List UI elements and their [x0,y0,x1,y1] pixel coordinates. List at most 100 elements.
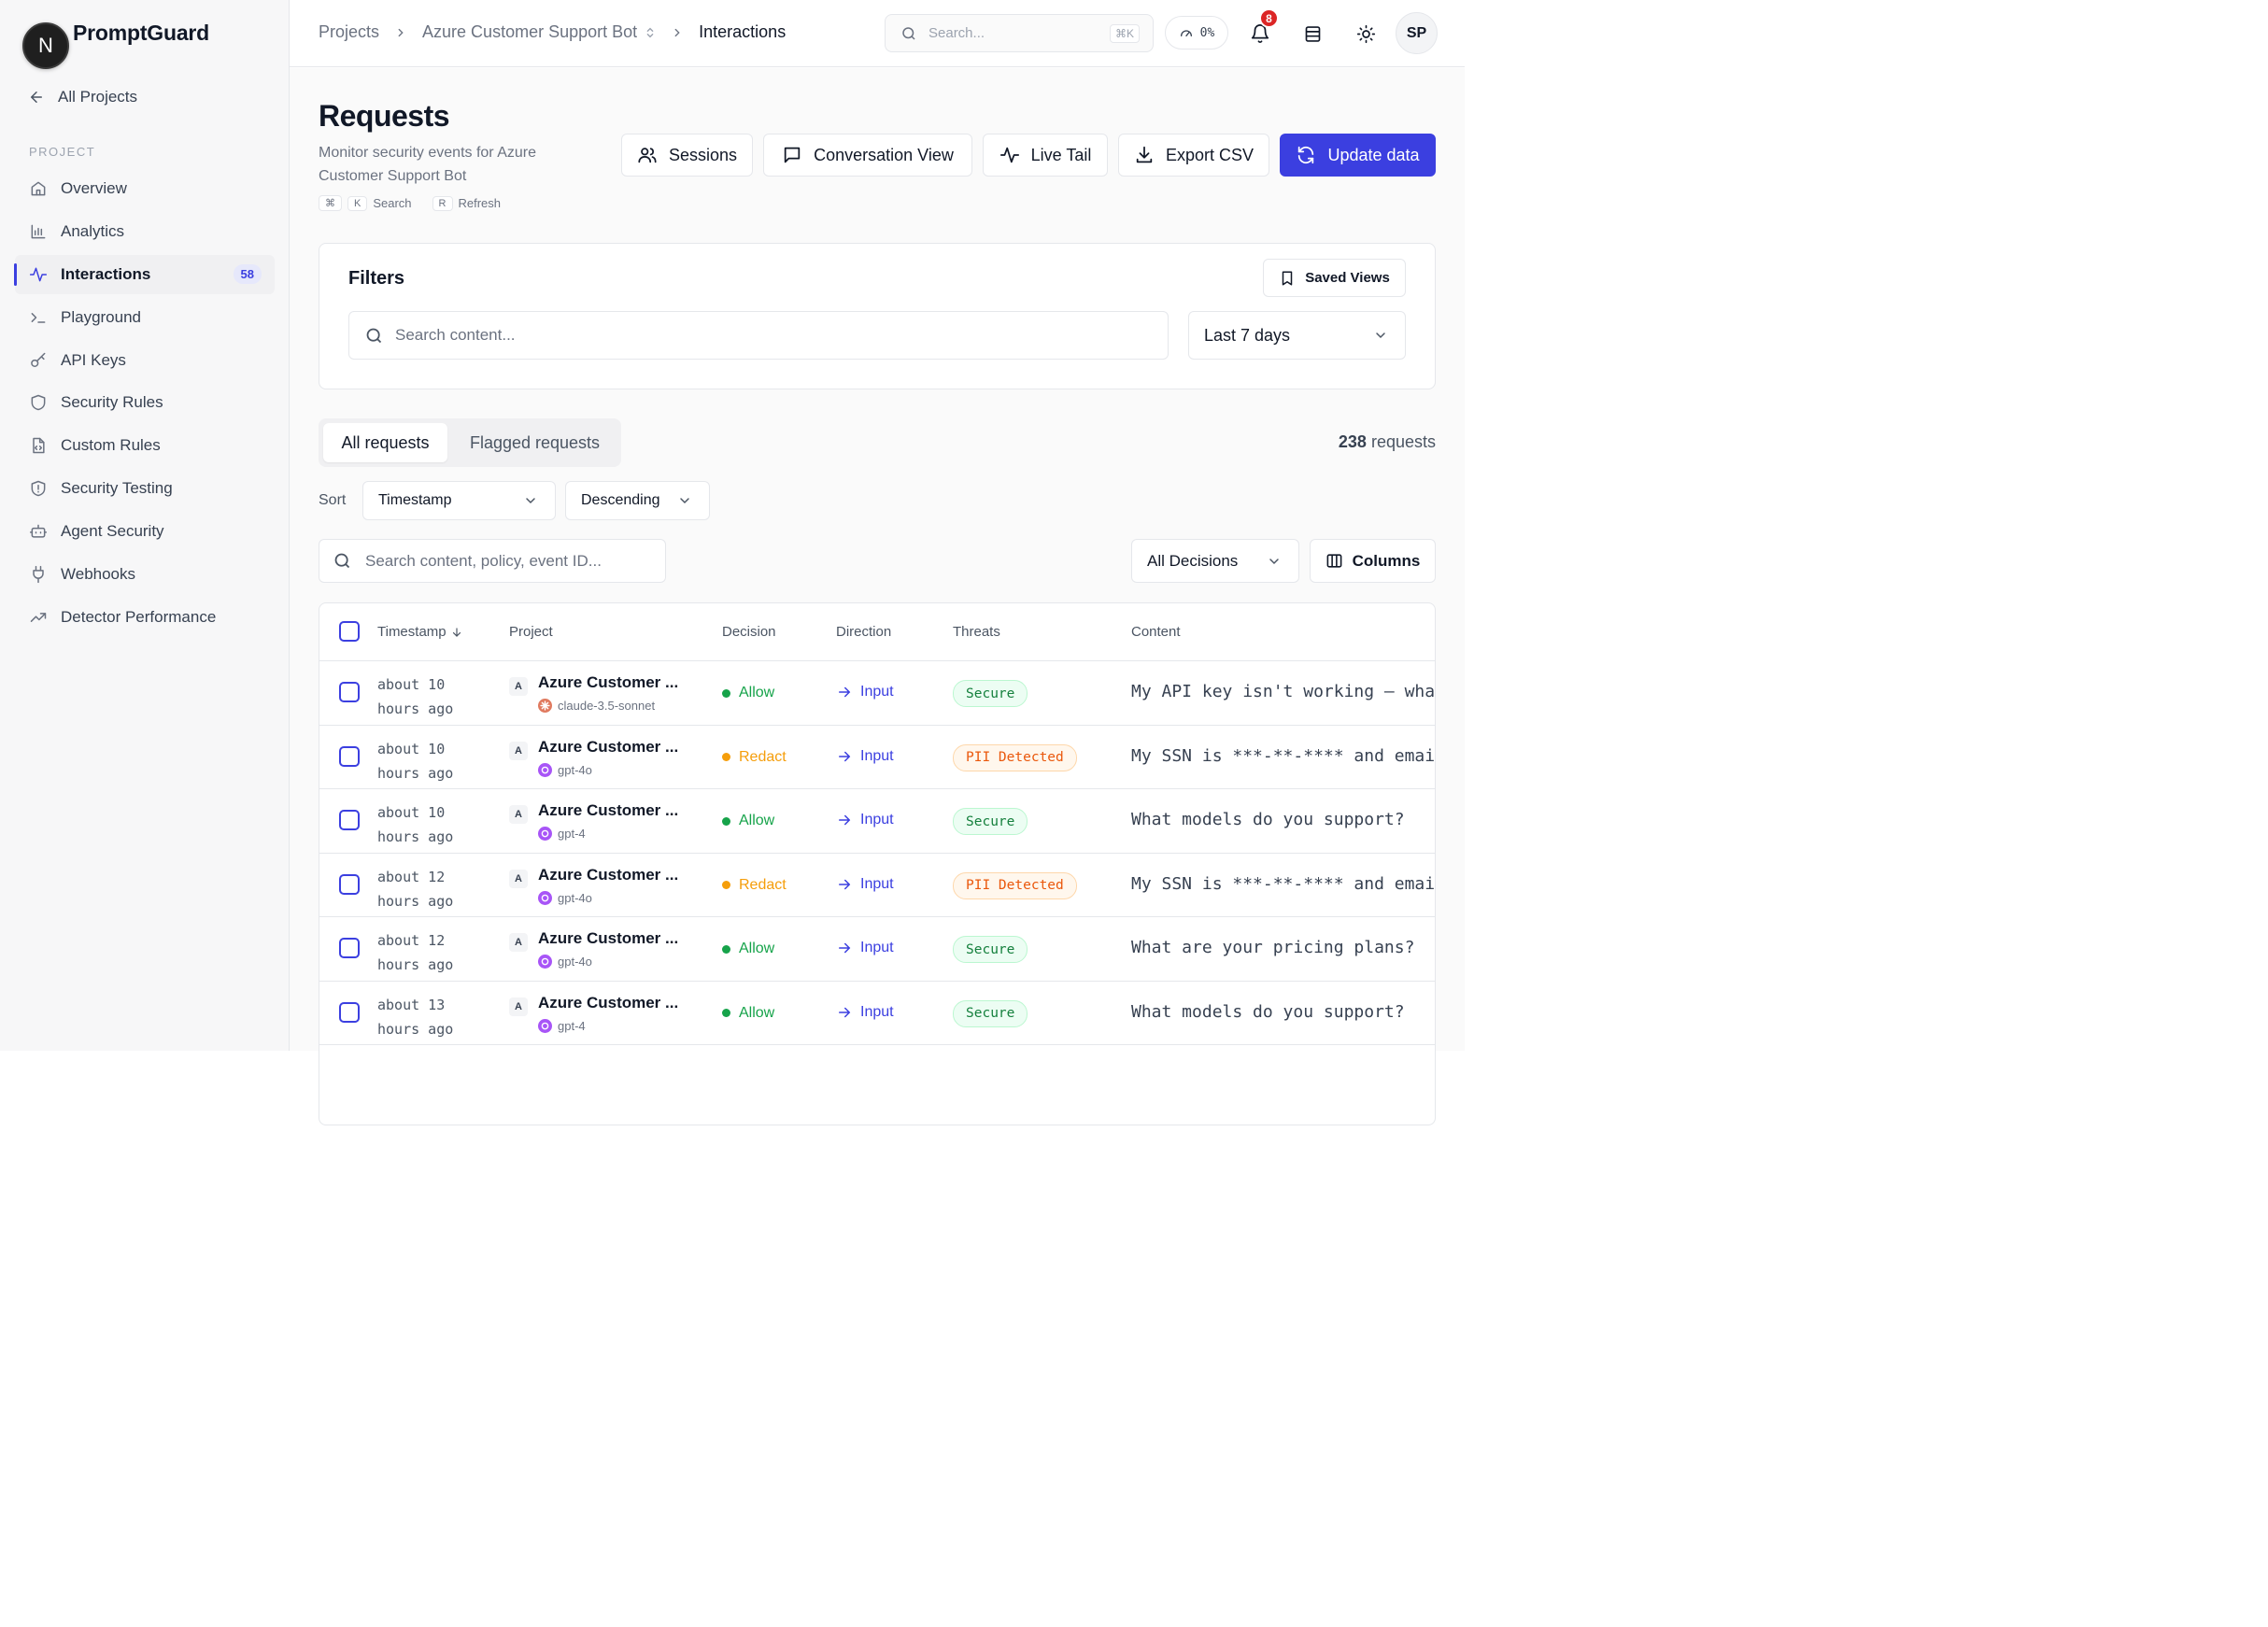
select-all-checkbox[interactable] [339,621,360,642]
sort-field-value: Timestamp [378,492,452,508]
th-timestamp[interactable]: Timestamp [377,624,463,640]
sidebar-item-label: Detector Performance [61,607,217,626]
list-layout-icon [1303,24,1323,44]
update-data-button[interactable]: Update data [1280,134,1436,177]
export-csv-button[interactable]: Export CSV [1118,134,1269,177]
row-content: What models do you support? [1131,810,1405,829]
row-checkbox[interactable] [339,938,360,958]
row-model: gpt-4 [538,827,586,841]
all-projects-label: All Projects [58,88,138,106]
crumb-projects[interactable]: Projects [319,22,380,41]
topbar: Projects Azure Customer Support Bot Inte… [290,0,1465,67]
sidebar-item-overview[interactable]: Overview [15,169,275,208]
row-project-name[interactable]: Azure Customer ... [538,993,679,1012]
table-row[interactable]: about 10 hours ago A Azure Customer ... gpt… [319,789,1435,854]
arrow-down-icon [450,626,463,639]
notifications-button[interactable]: 8 [1243,8,1279,50]
row-direction: Input [836,940,894,956]
crumb-project[interactable]: Azure Customer Support Bot [422,22,638,41]
table-row[interactable]: about 10 hours ago A Azure Customer ... cla… [319,661,1435,726]
table-row[interactable]: about 12 hours ago A Azure Customer ... gpt… [319,917,1435,982]
openai-logo-icon [538,827,552,841]
filters-title: Filters [348,268,405,289]
row-checkbox[interactable] [339,810,360,830]
openai-logo-icon [538,890,552,905]
row-content: What are your pricing plans? [1131,938,1415,957]
row-project-name[interactable]: Azure Customer ... [538,737,679,756]
sidebar-item-security-rules[interactable]: Security Rules [15,383,275,422]
live-tail-button[interactable]: Live Tail [983,134,1108,177]
row-direction-label: Input [860,875,894,892]
theme-toggle-button[interactable] [1349,17,1382,50]
row-project-name[interactable]: Azure Customer ... [538,865,679,884]
sidebar-item-count: 58 [233,263,262,284]
sidebar-item-interactions[interactable]: Interactions 58 [14,254,275,294]
filters-card: Filters Saved Views Search content... La… [319,243,1436,389]
row-model-label: gpt-4 [558,1018,586,1033]
brand[interactable]: N PromptGuard [22,21,209,69]
sidebar-item-webhooks[interactable]: Webhooks [15,555,275,594]
hint-key-cmd: ⌘ [319,195,342,211]
table-row[interactable]: about 10 hours ago A Azure Customer ... gpt… [319,726,1435,789]
row-checkbox[interactable] [339,745,360,767]
sidebar-item-security-testing[interactable]: Security Testing [15,469,275,508]
hint-key-k: K [347,195,368,211]
sidebar-item-analytics[interactable]: Analytics [15,212,275,251]
row-project-name[interactable]: Azure Customer ... [538,801,679,819]
columns-label: Columns [1352,551,1421,570]
row-content: My API key isn't working — wha [1131,682,1436,701]
date-range-select[interactable]: Last 7 days [1188,311,1406,360]
trending-up-icon [30,612,47,622]
hint-refresh-label: Refresh [458,196,502,210]
search-icon [364,326,384,346]
row-decision: Redact [722,877,787,894]
row-timestamp: about 10 hours ago [377,804,454,845]
row-decision: Allow [722,1005,774,1022]
row-project-name[interactable]: Azure Customer ... [538,673,679,691]
row-checkbox[interactable] [339,873,360,895]
layout-button[interactable] [1296,17,1329,50]
bar-chart-icon [31,224,46,239]
sessions-button[interactable]: Sessions [621,134,753,177]
table-row[interactable]: about 13 hours ago A Azure Customer ... gpt… [319,982,1435,1045]
tab-all-requests[interactable]: All requests [323,423,447,462]
chevron-up-down-icon[interactable] [645,26,656,39]
arrow-right-icon [839,879,851,889]
table-search-input[interactable]: Search content, policy, event ID... [319,539,666,583]
sort-order-select[interactable]: Descending [565,481,710,520]
sidebar-item-custom-rules[interactable]: Custom Rules [15,426,275,465]
message-square-icon [782,145,802,165]
decision-dot-icon [722,1009,730,1017]
table-row[interactable]: about 12 hours ago A Azure Customer ... gpt… [319,854,1435,917]
conversation-view-button[interactable]: Conversation View [763,134,972,177]
decision-dot-icon [722,944,730,954]
sidebar-item-api-keys[interactable]: API Keys [15,341,275,380]
tab-flagged-requests[interactable]: Flagged requests [469,432,601,452]
sidebar-item-agent-security[interactable]: Agent Security [15,512,275,551]
row-checkbox[interactable] [339,1001,360,1023]
row-project-name[interactable]: Azure Customer ... [538,929,679,947]
row-checkbox[interactable] [339,682,360,702]
content-search-placeholder: Search content... [395,326,516,344]
table-body: about 10 hours ago A Azure Customer ... cla… [319,661,1435,1045]
sidebar-item-label: Security Rules [61,393,163,412]
columns-button[interactable]: Columns [1310,539,1436,583]
logo-avatar[interactable]: N [22,22,69,69]
chevron-right-icon [674,28,680,36]
openai-logo-icon [538,955,552,969]
row-decision-label: Redact [739,748,787,765]
row-model-label: claude-3.5-sonnet [558,699,656,713]
all-projects-link[interactable]: All Projects [28,88,137,106]
sidebar-item-label: Overview [61,179,127,197]
saved-views-button[interactable]: Saved Views [1263,259,1406,297]
user-avatar[interactable]: SP [1396,12,1438,54]
conversation-view-label: Conversation View [814,145,954,164]
sort-field-select[interactable]: Timestamp [362,481,556,520]
sidebar-item-playground[interactable]: Playground [15,298,275,337]
usage-gauge-button[interactable]: 0% [1165,16,1228,50]
sidebar-nav: Overview Analytics Interactions 58 Playgroun… [14,169,275,641]
sidebar-item-detector-performance[interactable]: Detector Performance [15,598,275,637]
global-search-input[interactable]: Search... ⌘K [885,14,1154,52]
decision-filter-select[interactable]: All Decisions [1131,539,1299,583]
content-search-input[interactable]: Search content... [348,311,1169,360]
